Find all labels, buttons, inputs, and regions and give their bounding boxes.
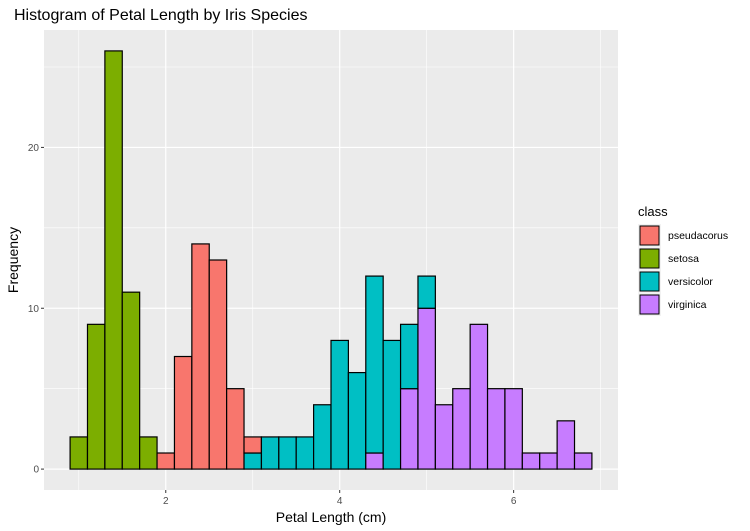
- bar-virginica: [486, 388, 506, 470]
- legend-label: virginica: [668, 299, 707, 311]
- bar-versicolor: [260, 436, 280, 470]
- bar-virginica: [504, 388, 523, 470]
- legend-label: pseudacorus: [668, 230, 728, 242]
- bar-pseudacorus: [208, 259, 228, 470]
- bar-pseudacorus: [156, 452, 176, 470]
- bar-setosa: [104, 50, 123, 470]
- x-tick-label: 4: [337, 496, 343, 507]
- axes: 2 4 6 0 10 20: [28, 143, 517, 507]
- x-tick-label: 2: [163, 496, 169, 507]
- legend-title: class: [638, 204, 668, 219]
- bar-versicolor: [399, 323, 419, 390]
- bar-virginica: [556, 420, 576, 470]
- y-axis-label: Frequency: [5, 227, 21, 293]
- bar-pseudacorus: [226, 388, 245, 470]
- legend-label: versicolor: [668, 276, 713, 288]
- x-axis-label: Petal Length (cm): [276, 509, 387, 525]
- y-tick-label: 0: [33, 465, 39, 476]
- bar-versicolor: [382, 339, 402, 470]
- bar-versicolor: [347, 371, 367, 470]
- legend-swatch-virginica: [639, 294, 660, 315]
- bar-versicolor: [365, 275, 384, 454]
- bar-setosa: [69, 436, 89, 470]
- bar-versicolor: [330, 339, 349, 470]
- bar-setosa: [86, 323, 106, 470]
- bar-virginica: [399, 388, 419, 470]
- bar-setosa: [121, 291, 141, 470]
- bar-virginica: [521, 452, 541, 470]
- bar-virginica: [452, 388, 471, 470]
- legend-swatch-pseudacorus: [639, 225, 660, 246]
- bar-versicolor: [313, 404, 332, 470]
- legend: class pseudacorus setosa versicolor virgini…: [638, 204, 728, 316]
- bar-virginica: [539, 452, 558, 470]
- bar-versicolor: [295, 436, 315, 470]
- bar-virginica: [434, 404, 454, 470]
- bar-virginica: [365, 452, 384, 470]
- bar-virginica: [417, 307, 436, 470]
- bar-versicolor: [243, 452, 263, 470]
- y-tick-label: 10: [28, 304, 40, 315]
- bar-virginica: [469, 323, 489, 470]
- legend-label: setosa: [668, 253, 699, 265]
- legend-swatch-versicolor: [639, 271, 660, 292]
- x-tick-label: 6: [511, 496, 517, 507]
- bar-pseudacorus: [191, 243, 210, 470]
- chart-title: Histogram of Petal Length by Iris Specie…: [14, 7, 307, 24]
- bar-versicolor: [417, 275, 436, 309]
- bar-setosa: [139, 436, 158, 470]
- bar-pseudacorus: [173, 355, 193, 470]
- legend-swatch-setosa: [639, 248, 660, 269]
- bar-versicolor: [278, 436, 297, 470]
- bar-virginica: [573, 452, 593, 470]
- y-tick-label: 20: [28, 143, 40, 154]
- bars: [69, 50, 593, 470]
- bar-pseudacorus: [243, 436, 263, 454]
